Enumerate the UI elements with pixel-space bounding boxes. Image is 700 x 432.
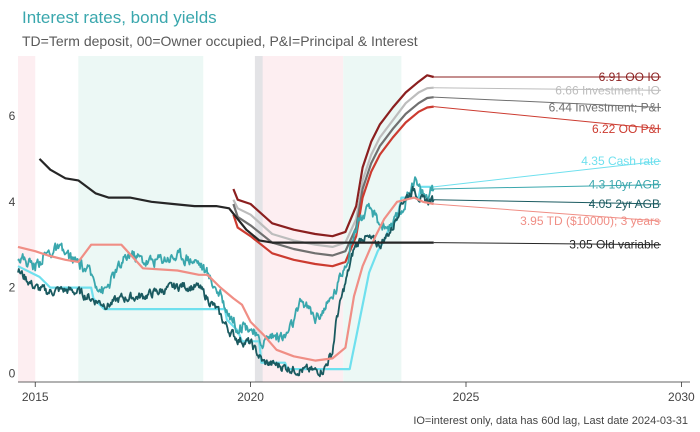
y-tick-label: 0	[9, 366, 16, 380]
chart-caption: IO=interest only, data has 60d lag, Last…	[413, 415, 688, 427]
series-label-3-95-td-10000-3-years: 3.95 TD ($10000); 3 years	[520, 214, 660, 228]
series-label-6-91-oo-io: 6.91 OO IO	[599, 70, 660, 84]
label-leader-6-44-investment-p-i	[433, 96, 662, 108]
series-line-4-3-10yr-agb	[17, 176, 435, 350]
label-leader-4-05-2yr-agb	[433, 199, 662, 205]
series-label-6-22-oo-p-i: 6.22 OO P&I	[592, 122, 660, 136]
series-label-6-44-investment-p-i: 6.44 Investment; P&I	[549, 100, 660, 114]
label-leader-3-95-td-10000-3-years	[433, 203, 662, 222]
series-line-6-22-oo-p-i	[232, 105, 434, 268]
series-line-6-66-investment-io	[232, 86, 434, 248]
label-leader-3-05-old-variable	[433, 242, 662, 246]
y-tick-label: 6	[9, 109, 16, 123]
series-labels: 6.91 OO IO6.66 Investment; IO 6.44 Invest…	[433, 70, 662, 252]
chart-title: Interest rates, bond yields	[22, 8, 217, 27]
chart-subtitle: TD=Term deposit, 00=Owner occupied, P&I=…	[22, 33, 418, 49]
x-tick-label: 2025	[453, 390, 480, 404]
shaded-period-3	[254, 56, 263, 382]
label-leader-6-66-investment-io	[433, 87, 662, 91]
shaded-periods	[18, 56, 402, 382]
label-leader-6-22-oo-p-i	[433, 106, 662, 130]
label-leader-4-3-10yr-agb	[433, 184, 662, 190]
shaded-period-1	[78, 56, 204, 382]
series-label-4-05-2yr-agb: 4.05 2yr AGB	[589, 197, 660, 211]
x-tick-label: 2015	[22, 390, 49, 404]
shaded-period-0	[18, 56, 36, 382]
label-leader-4-35-cash-rate	[433, 160, 662, 188]
series-label-6-66-investment-io: 6.66 Investment; IO	[555, 83, 660, 97]
series-line-6-91-oo-io	[232, 74, 434, 238]
x-axis: 2015 2020 2025 2030	[22, 382, 695, 404]
y-axis: 0 2 4 6	[9, 109, 16, 380]
shaded-period-2	[254, 56, 344, 382]
series-line-3-05-old-variable	[38, 158, 434, 244]
series-lines	[17, 74, 435, 378]
y-tick-label: 2	[9, 281, 16, 295]
y-tick-label: 4	[9, 195, 16, 209]
x-tick-label: 2020	[237, 390, 264, 404]
series-label-4-3-10yr-agb: 4.3 10yr AGB	[589, 178, 660, 192]
series-label-3-05-old-variable: 3.05 Old variable	[569, 238, 660, 252]
series-line-4-05-2yr-agb	[17, 186, 435, 378]
series-line-3-95-td-10000-3-years	[17, 196, 434, 362]
series-label-4-35-cash-rate: 4.35 Cash rate	[581, 154, 660, 168]
x-tick-label: 2030	[668, 390, 695, 404]
